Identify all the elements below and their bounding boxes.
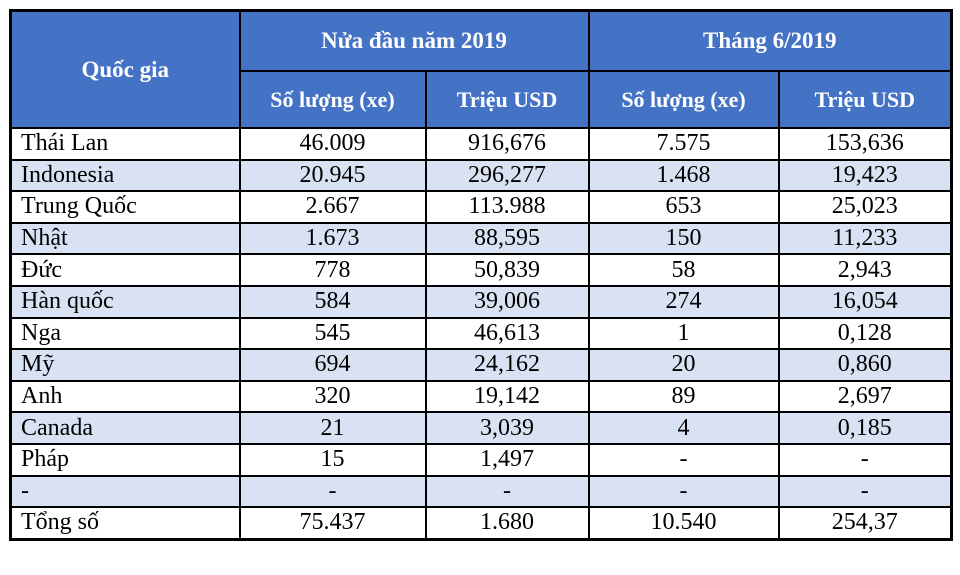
cell-june-qty: -	[587, 442, 780, 477]
cell-h1-qty: 75.437	[238, 506, 427, 541]
cell-h1-usd: 113.988	[424, 190, 590, 224]
cell-h1-qty: 21	[238, 411, 427, 445]
table-header: Quốc gia Nửa đầu năm 2019 Tháng 6/2019 S…	[9, 9, 953, 129]
cell-h1-usd: 46,613	[424, 316, 590, 351]
cell-june-usd: -	[777, 474, 953, 509]
cell-country: Nga	[9, 316, 241, 351]
cell-h1-usd: 1,497	[424, 442, 590, 477]
cell-h1-usd: 916,676	[424, 127, 590, 161]
cell-june-usd: 254,37	[777, 506, 953, 541]
cell-h1-usd: 296,277	[424, 158, 590, 193]
cell-country: Hàn quốc	[9, 284, 241, 319]
cell-june-qty: 20	[587, 348, 780, 382]
cell-h1-usd: 88,595	[424, 221, 590, 256]
col-group-june-2019: Tháng 6/2019	[587, 9, 953, 72]
table-row: Pháp 15 1,497 - -	[9, 442, 953, 477]
cell-june-qty: 4	[587, 411, 780, 445]
cell-h1-qty: 694	[238, 348, 427, 382]
cell-june-qty: 10.540	[587, 506, 780, 541]
cell-h1-qty: 545	[238, 316, 427, 351]
cell-country: Indonesia	[9, 158, 241, 193]
cell-h1-usd: 39,006	[424, 284, 590, 319]
table-row-total: Tổng số 75.437 1.680 10.540 254,37	[9, 506, 953, 541]
cell-country: Tổng số	[9, 506, 241, 541]
cell-h1-qty: 778	[238, 253, 427, 287]
cell-june-qty: -	[587, 474, 780, 509]
cell-june-qty: 1	[587, 316, 780, 351]
table-row: Hàn quốc 584 39,006 274 16,054	[9, 284, 953, 319]
cell-country: Đức	[9, 253, 241, 287]
cell-h1-qty: 584	[238, 284, 427, 319]
cell-h1-usd: 3,039	[424, 411, 590, 445]
cell-h1-qty: 15	[238, 442, 427, 477]
cell-june-usd: 0,185	[777, 411, 953, 445]
cell-june-qty: 89	[587, 379, 780, 414]
cell-june-qty: 1.468	[587, 158, 780, 193]
table-body: Thái Lan 46.009 916,676 7.575 153,636 In…	[9, 127, 953, 541]
cell-h1-usd: 24,162	[424, 348, 590, 382]
header-sub-row: Số lượng (xe) Triệu USD Số lượng (xe) Tr…	[11, 70, 953, 129]
cell-june-usd: 0,860	[777, 348, 953, 382]
cell-country: Trung Quốc	[9, 190, 241, 224]
table-row: Indonesia 20.945 296,277 1.468 19,423	[9, 158, 953, 193]
cell-june-usd: -	[777, 442, 953, 477]
col-header-country: Quốc gia	[9, 9, 241, 129]
table-row: Đức 778 50,839 58 2,943	[9, 253, 953, 287]
table-row: Nga 545 46,613 1 0,128	[9, 316, 953, 351]
table-row: Nhật 1.673 88,595 150 11,233	[9, 221, 953, 256]
cell-h1-usd: 1.680	[424, 506, 590, 541]
cell-june-usd: 2,697	[777, 379, 953, 414]
cell-h1-qty: 2.667	[238, 190, 427, 224]
col-header-june-million-usd: Triệu USD	[777, 70, 953, 129]
cell-h1-usd: -	[424, 474, 590, 509]
cell-country: Thái Lan	[9, 127, 241, 161]
cell-country: -	[9, 474, 241, 509]
cell-june-usd: 0,128	[777, 316, 953, 351]
header-group-row: Quốc gia Nửa đầu năm 2019 Tháng 6/2019	[9, 9, 953, 129]
cell-h1-qty: 1.673	[238, 221, 427, 256]
cell-june-usd: 25,023	[777, 190, 953, 224]
cell-h1-qty: 20.945	[238, 158, 427, 193]
cell-h1-qty: 46.009	[238, 127, 427, 161]
cell-country: Mỹ	[9, 348, 241, 382]
table-row: Anh 320 19,142 89 2,697	[9, 379, 953, 414]
cell-june-qty: 150	[587, 221, 780, 256]
cell-june-qty: 58	[587, 253, 780, 287]
cell-june-usd: 2,943	[777, 253, 953, 287]
col-header-h1-million-usd: Triệu USD	[424, 70, 590, 129]
col-group-first-half-2019: Nửa đầu năm 2019	[238, 9, 590, 72]
cell-h1-usd: 19,142	[424, 379, 590, 414]
cell-june-qty: 653	[587, 190, 780, 224]
table-row: Canada 21 3,039 4 0,185	[9, 411, 953, 445]
cell-h1-usd: 50,839	[424, 253, 590, 287]
cell-june-qty: 274	[587, 284, 780, 319]
cell-country: Canada	[9, 411, 241, 445]
cell-june-usd: 153,636	[777, 127, 953, 161]
cell-country: Nhật	[9, 221, 241, 256]
col-header-june-quantity: Số lượng (xe)	[587, 70, 780, 129]
cell-june-usd: 19,423	[777, 158, 953, 193]
table-row: Trung Quốc 2.667 113.988 653 25,023	[9, 190, 953, 224]
cell-june-qty: 7.575	[587, 127, 780, 161]
cell-june-usd: 11,233	[777, 221, 953, 256]
cell-country: Anh	[9, 379, 241, 414]
cell-country: Pháp	[9, 442, 241, 477]
cell-h1-qty: -	[238, 474, 427, 509]
vehicle-import-table: Quốc gia Nửa đầu năm 2019 Tháng 6/2019 S…	[9, 9, 954, 541]
table-row: Mỹ 694 24,162 20 0,860	[9, 348, 953, 382]
cell-june-usd: 16,054	[777, 284, 953, 319]
cell-h1-qty: 320	[238, 379, 427, 414]
col-header-h1-quantity: Số lượng (xe)	[238, 70, 427, 129]
table-row: Thái Lan 46.009 916,676 7.575 153,636	[9, 127, 953, 161]
table-row: - - - - -	[9, 474, 953, 509]
